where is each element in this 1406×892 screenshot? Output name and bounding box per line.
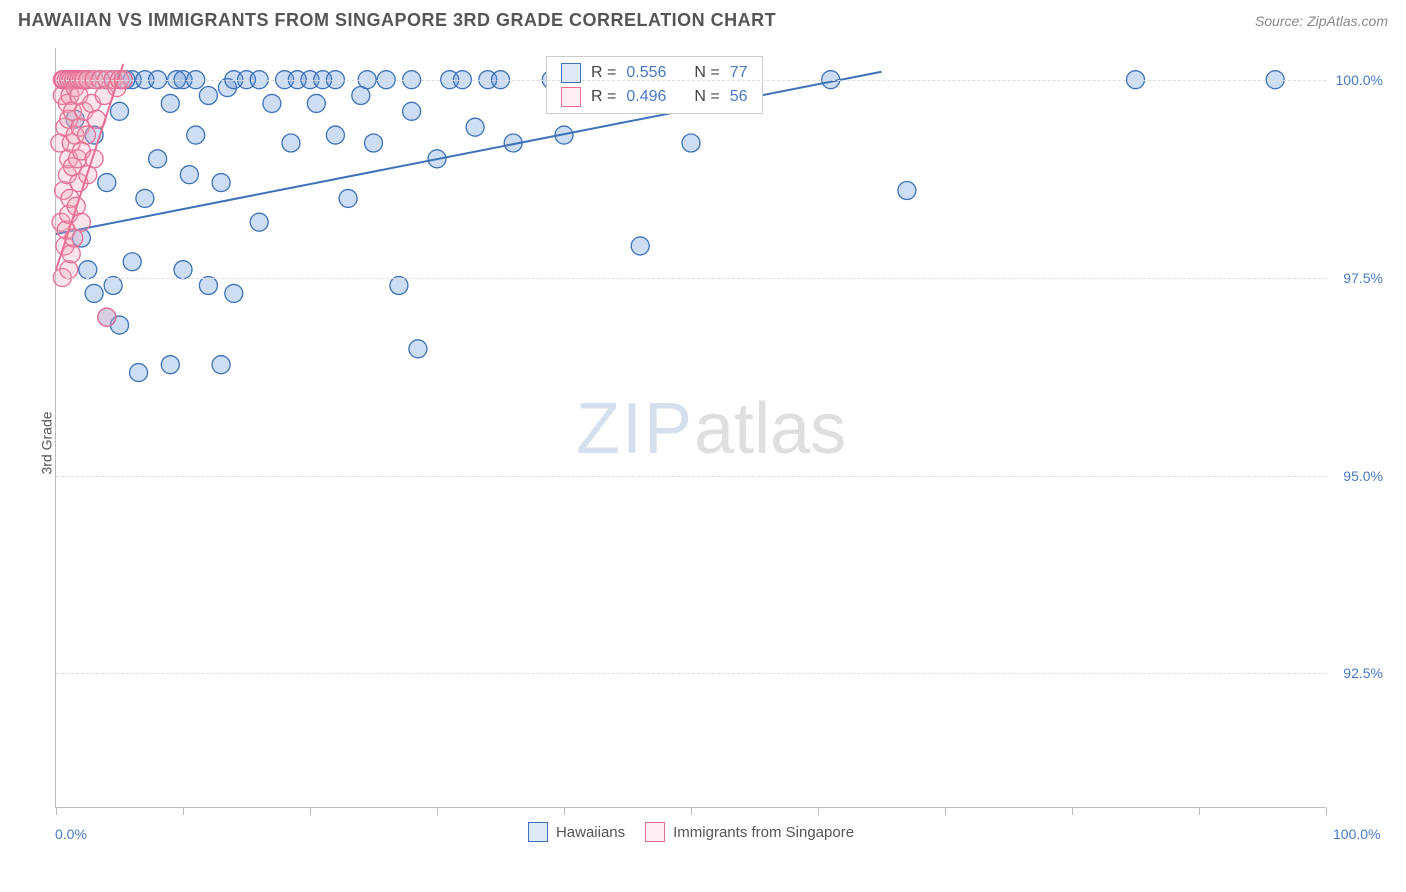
data-point: [390, 277, 408, 295]
legend-n-value: 56: [730, 88, 748, 106]
y-tick-label: 100.0%: [1336, 72, 1383, 88]
chart-header: HAWAIIAN VS IMMIGRANTS FROM SINGAPORE 3R…: [0, 0, 1406, 35]
bottom-legend-item: Immigrants from Singapore: [645, 822, 854, 842]
x-axis-label-right: 100.0%: [1333, 826, 1380, 842]
data-point: [161, 94, 179, 112]
data-point: [174, 261, 192, 279]
data-point: [187, 126, 205, 144]
data-point: [98, 174, 116, 192]
data-point: [212, 174, 230, 192]
data-point: [60, 261, 78, 279]
data-point: [326, 126, 344, 144]
data-point: [466, 118, 484, 136]
chart-container: ZIPatlas R =0.556N =77R =0.496N =56 Hawa…: [55, 48, 1385, 838]
data-point: [403, 102, 421, 120]
x-tick: [1326, 807, 1327, 815]
x-axis-label-left: 0.0%: [55, 826, 87, 842]
data-point: [225, 284, 243, 302]
data-point: [282, 134, 300, 152]
legend-stats-row: R = 0.496 N = 56: [547, 85, 762, 109]
x-tick: [818, 807, 819, 815]
legend-n-label: N =: [694, 88, 719, 106]
gridline: [56, 476, 1326, 477]
gridline: [56, 673, 1326, 674]
x-tick: [691, 807, 692, 815]
data-point: [631, 237, 649, 255]
y-tick-label: 92.5%: [1343, 665, 1383, 681]
data-point: [77, 126, 95, 144]
data-point: [79, 261, 97, 279]
x-tick: [183, 807, 184, 815]
data-point: [339, 189, 357, 207]
legend-r-value: 0.496: [626, 88, 666, 106]
x-tick: [564, 807, 565, 815]
y-axis-title: 3rd Grade: [39, 411, 55, 474]
bottom-legend-label: Immigrants from Singapore: [673, 824, 854, 841]
data-point: [263, 94, 281, 112]
legend-swatch: [528, 822, 548, 842]
x-tick: [310, 807, 311, 815]
x-tick: [56, 807, 57, 815]
gridline: [56, 278, 1326, 279]
bottom-legend: Hawaiians Immigrants from Singapore: [56, 822, 1326, 842]
x-tick: [945, 807, 946, 815]
x-tick: [1072, 807, 1073, 815]
x-tick: [1199, 807, 1200, 815]
data-point: [180, 166, 198, 184]
legend-stats: R =0.556N =77 R = 0.496 N = 56: [546, 56, 763, 114]
data-point: [98, 308, 116, 326]
x-tick: [437, 807, 438, 815]
data-point: [104, 277, 122, 295]
data-point: [898, 182, 916, 200]
data-point: [199, 87, 217, 105]
chart-title: HAWAIIAN VS IMMIGRANTS FROM SINGAPORE 3R…: [18, 10, 776, 31]
data-point: [212, 356, 230, 374]
data-point: [130, 364, 148, 382]
data-point: [250, 213, 268, 231]
data-point: [111, 102, 129, 120]
plot-svg: [56, 48, 1326, 808]
data-point: [136, 189, 154, 207]
bottom-legend-label: Hawaiians: [556, 824, 625, 841]
y-tick-label: 97.5%: [1343, 270, 1383, 286]
data-point: [199, 277, 217, 295]
data-point: [365, 134, 383, 152]
chart-source: Source: ZipAtlas.com: [1255, 13, 1388, 29]
data-point: [149, 150, 167, 168]
legend-swatch: [645, 822, 665, 842]
plot-area: ZIPatlas R =0.556N =77R =0.496N =56 Hawa…: [55, 48, 1325, 808]
data-point: [123, 253, 141, 271]
data-point: [307, 94, 325, 112]
legend-r-label: R =: [591, 88, 616, 106]
legend-stats-row: R =0.556N =77: [547, 61, 762, 85]
data-point: [161, 356, 179, 374]
data-point: [682, 134, 700, 152]
y-tick-label: 95.0%: [1343, 468, 1383, 484]
bottom-legend-item: Hawaiians: [528, 822, 625, 842]
data-point: [62, 245, 80, 263]
data-point: [409, 340, 427, 358]
legend-swatch: [561, 87, 581, 107]
gridline: [56, 80, 1326, 81]
data-point: [72, 213, 90, 231]
data-point: [85, 284, 103, 302]
